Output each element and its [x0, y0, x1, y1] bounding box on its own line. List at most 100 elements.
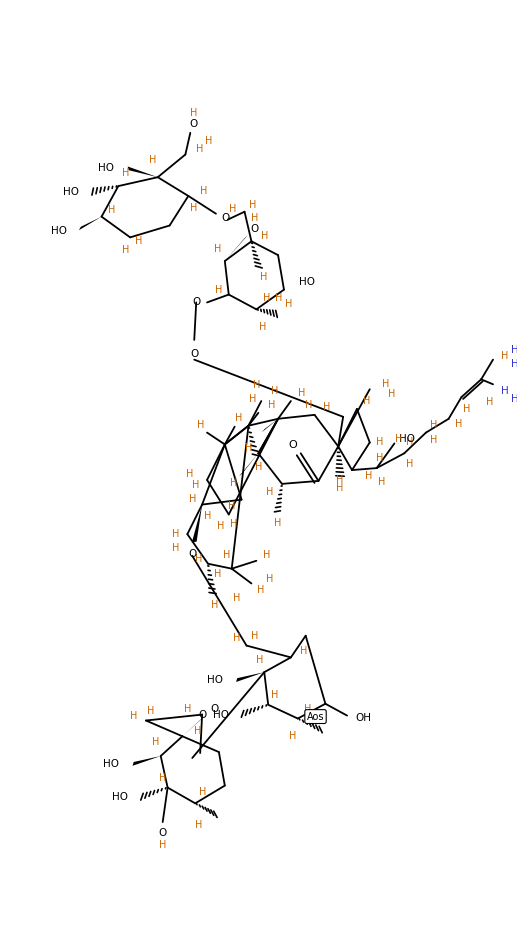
Text: H: H	[257, 586, 265, 595]
Polygon shape	[239, 454, 258, 476]
Text: O: O	[159, 828, 167, 838]
Text: H: H	[376, 437, 383, 448]
Text: HO: HO	[51, 227, 67, 236]
Text: H: H	[121, 168, 129, 178]
Text: O: O	[189, 119, 197, 129]
Text: H: H	[228, 500, 235, 511]
Text: H: H	[511, 394, 517, 404]
Text: H: H	[215, 285, 223, 294]
Text: H: H	[197, 419, 205, 430]
Text: H: H	[214, 568, 222, 579]
Text: H: H	[235, 413, 242, 423]
Text: H: H	[249, 200, 256, 210]
Text: HO: HO	[213, 710, 229, 719]
Text: Aos: Aos	[307, 712, 324, 721]
Text: H: H	[186, 469, 193, 479]
Text: H: H	[266, 487, 274, 496]
Text: O: O	[222, 213, 230, 223]
Text: H: H	[172, 543, 179, 553]
Text: H: H	[394, 434, 402, 443]
Text: OH: OH	[355, 713, 371, 722]
Text: H: H	[193, 726, 201, 736]
Text: H: H	[337, 474, 344, 485]
Text: O: O	[250, 225, 258, 234]
Text: H: H	[204, 512, 212, 521]
Text: H: H	[463, 404, 470, 414]
Text: H: H	[455, 419, 462, 429]
Text: H: H	[190, 203, 197, 213]
Text: H: H	[486, 397, 494, 407]
Text: O: O	[188, 549, 196, 559]
Text: H: H	[130, 711, 138, 720]
Text: H: H	[172, 530, 179, 539]
Text: HO: HO	[98, 163, 114, 174]
Text: H: H	[266, 573, 273, 584]
Text: H: H	[159, 772, 166, 783]
Text: H: H	[263, 549, 270, 560]
Text: O: O	[190, 348, 199, 359]
Text: H: H	[147, 706, 155, 716]
Text: H: H	[268, 400, 276, 410]
Text: H: H	[195, 820, 203, 830]
Text: H: H	[323, 402, 330, 412]
Text: H: H	[233, 633, 240, 642]
Text: H: H	[249, 394, 256, 404]
Text: H: H	[159, 840, 166, 849]
Text: H: H	[388, 389, 395, 400]
Text: H: H	[305, 400, 312, 410]
Text: O: O	[288, 440, 297, 451]
Text: H: H	[261, 232, 268, 241]
Text: O: O	[192, 297, 201, 307]
Text: H: H	[200, 787, 207, 796]
Text: H: H	[275, 518, 282, 529]
Polygon shape	[225, 235, 248, 261]
Text: H: H	[149, 156, 157, 165]
Text: H: H	[511, 344, 517, 355]
Text: O: O	[198, 710, 206, 719]
Text: H: H	[233, 593, 240, 604]
Polygon shape	[262, 419, 278, 432]
Text: H: H	[196, 143, 204, 154]
Text: H: H	[230, 519, 237, 530]
Text: H: H	[201, 186, 208, 196]
Text: H: H	[337, 483, 344, 493]
Text: H: H	[501, 351, 508, 361]
Text: H: H	[245, 443, 252, 454]
Text: H: H	[184, 703, 191, 714]
Polygon shape	[236, 672, 264, 682]
Text: H: H	[289, 732, 297, 741]
Text: H: H	[405, 437, 413, 448]
Text: H: H	[230, 478, 237, 488]
Text: H: H	[194, 554, 202, 564]
Text: HO: HO	[399, 434, 415, 443]
Polygon shape	[79, 216, 101, 231]
Text: H: H	[430, 419, 437, 430]
Text: H: H	[255, 462, 262, 472]
Text: HO: HO	[63, 187, 79, 197]
Text: H: H	[285, 300, 293, 309]
Text: H: H	[304, 703, 311, 714]
Text: H: H	[229, 204, 236, 214]
Text: H: H	[298, 388, 305, 399]
Text: H: H	[135, 236, 143, 247]
Text: H: H	[255, 656, 263, 665]
Text: H: H	[191, 480, 199, 490]
Text: H: H	[251, 631, 258, 641]
Text: H: H	[223, 549, 231, 560]
Text: H: H	[276, 292, 283, 303]
Text: H: H	[271, 690, 279, 699]
Text: H: H	[511, 359, 517, 368]
Text: H: H	[263, 293, 270, 304]
Text: H: H	[211, 600, 219, 610]
Text: H: H	[382, 380, 389, 389]
Text: H: H	[376, 454, 383, 463]
Text: H: H	[378, 477, 385, 487]
Text: H: H	[214, 244, 222, 254]
Text: H: H	[501, 386, 509, 396]
Text: H: H	[189, 493, 196, 504]
Text: H: H	[205, 136, 212, 146]
Text: H: H	[253, 381, 260, 390]
Text: O: O	[210, 703, 218, 714]
Text: H: H	[260, 271, 267, 282]
Text: H: H	[121, 245, 129, 255]
